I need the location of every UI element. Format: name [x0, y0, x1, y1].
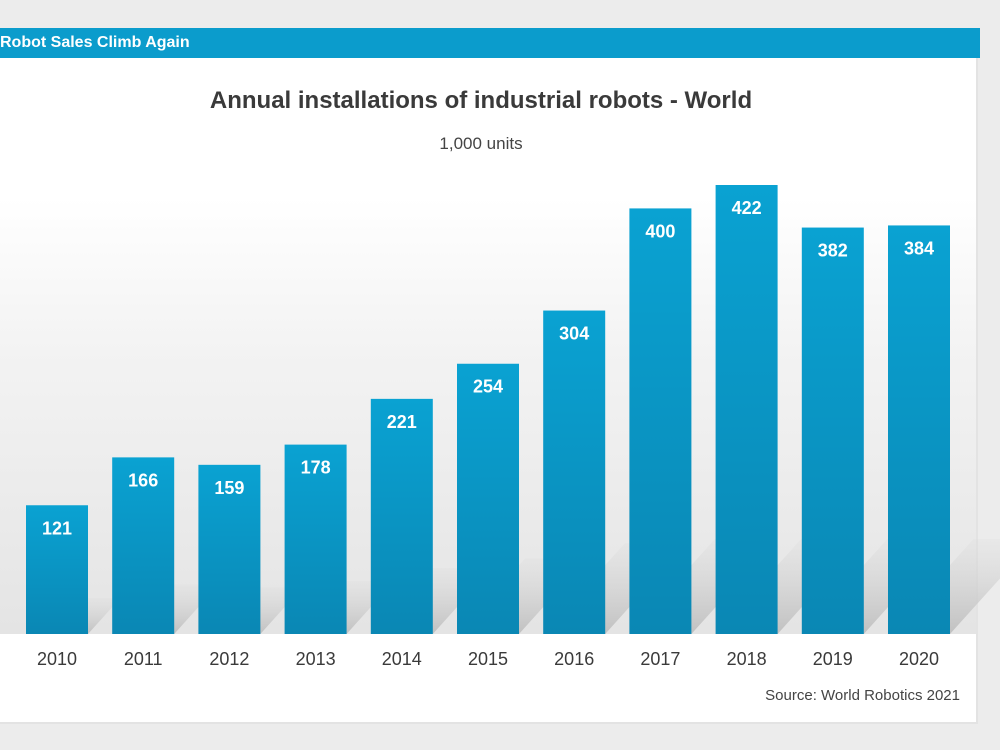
source-note: Source: World Robotics 2021 — [765, 687, 960, 704]
bar — [888, 225, 950, 634]
bar — [198, 464, 261, 634]
x-tick-label: 2017 — [640, 649, 680, 669]
x-tick-label: 2020 — [899, 649, 939, 669]
bar-value-label: 166 — [128, 470, 158, 490]
chart-subtitle: 1,000 units — [439, 134, 522, 153]
bar-value-label: 221 — [387, 412, 417, 432]
bar — [26, 505, 88, 634]
bar-value-label: 254 — [473, 377, 503, 397]
bar — [457, 363, 519, 634]
bar-value-label: 304 — [559, 324, 589, 344]
chart-title: Annual installations of industrial robot… — [210, 87, 752, 114]
banner-title: Robot Sales Climb Again — [0, 34, 190, 51]
bar — [543, 310, 606, 634]
bar-value-label: 121 — [42, 518, 72, 538]
bar — [715, 185, 778, 634]
bar — [284, 444, 347, 634]
bar-value-label: 178 — [301, 458, 331, 478]
bar-value-label: 159 — [214, 478, 244, 498]
x-tick-label: 2010 — [37, 649, 77, 669]
x-tick-label: 2014 — [382, 649, 422, 669]
bar — [801, 227, 864, 634]
header-banner: Robot Sales Climb Again — [0, 28, 980, 58]
bar — [370, 398, 433, 634]
x-tick-label: 2018 — [727, 649, 767, 669]
bars: 121 2010 166 2011 159 2012 178 2013 221 2014 254 20… — [26, 185, 950, 669]
x-tick-label: 2013 — [296, 649, 336, 669]
x-tick-label: 2012 — [209, 649, 249, 669]
bar-value-label: 382 — [818, 241, 848, 261]
bar-value-label: 384 — [904, 238, 934, 258]
x-tick-label: 2019 — [813, 649, 853, 669]
bar-value-label: 400 — [645, 221, 675, 241]
x-tick-label: 2016 — [554, 649, 594, 669]
x-tick-label: 2015 — [468, 649, 508, 669]
bar — [629, 208, 692, 634]
bar — [112, 457, 175, 634]
x-tick-label: 2011 — [124, 649, 163, 669]
bar-value-label: 422 — [732, 198, 762, 218]
